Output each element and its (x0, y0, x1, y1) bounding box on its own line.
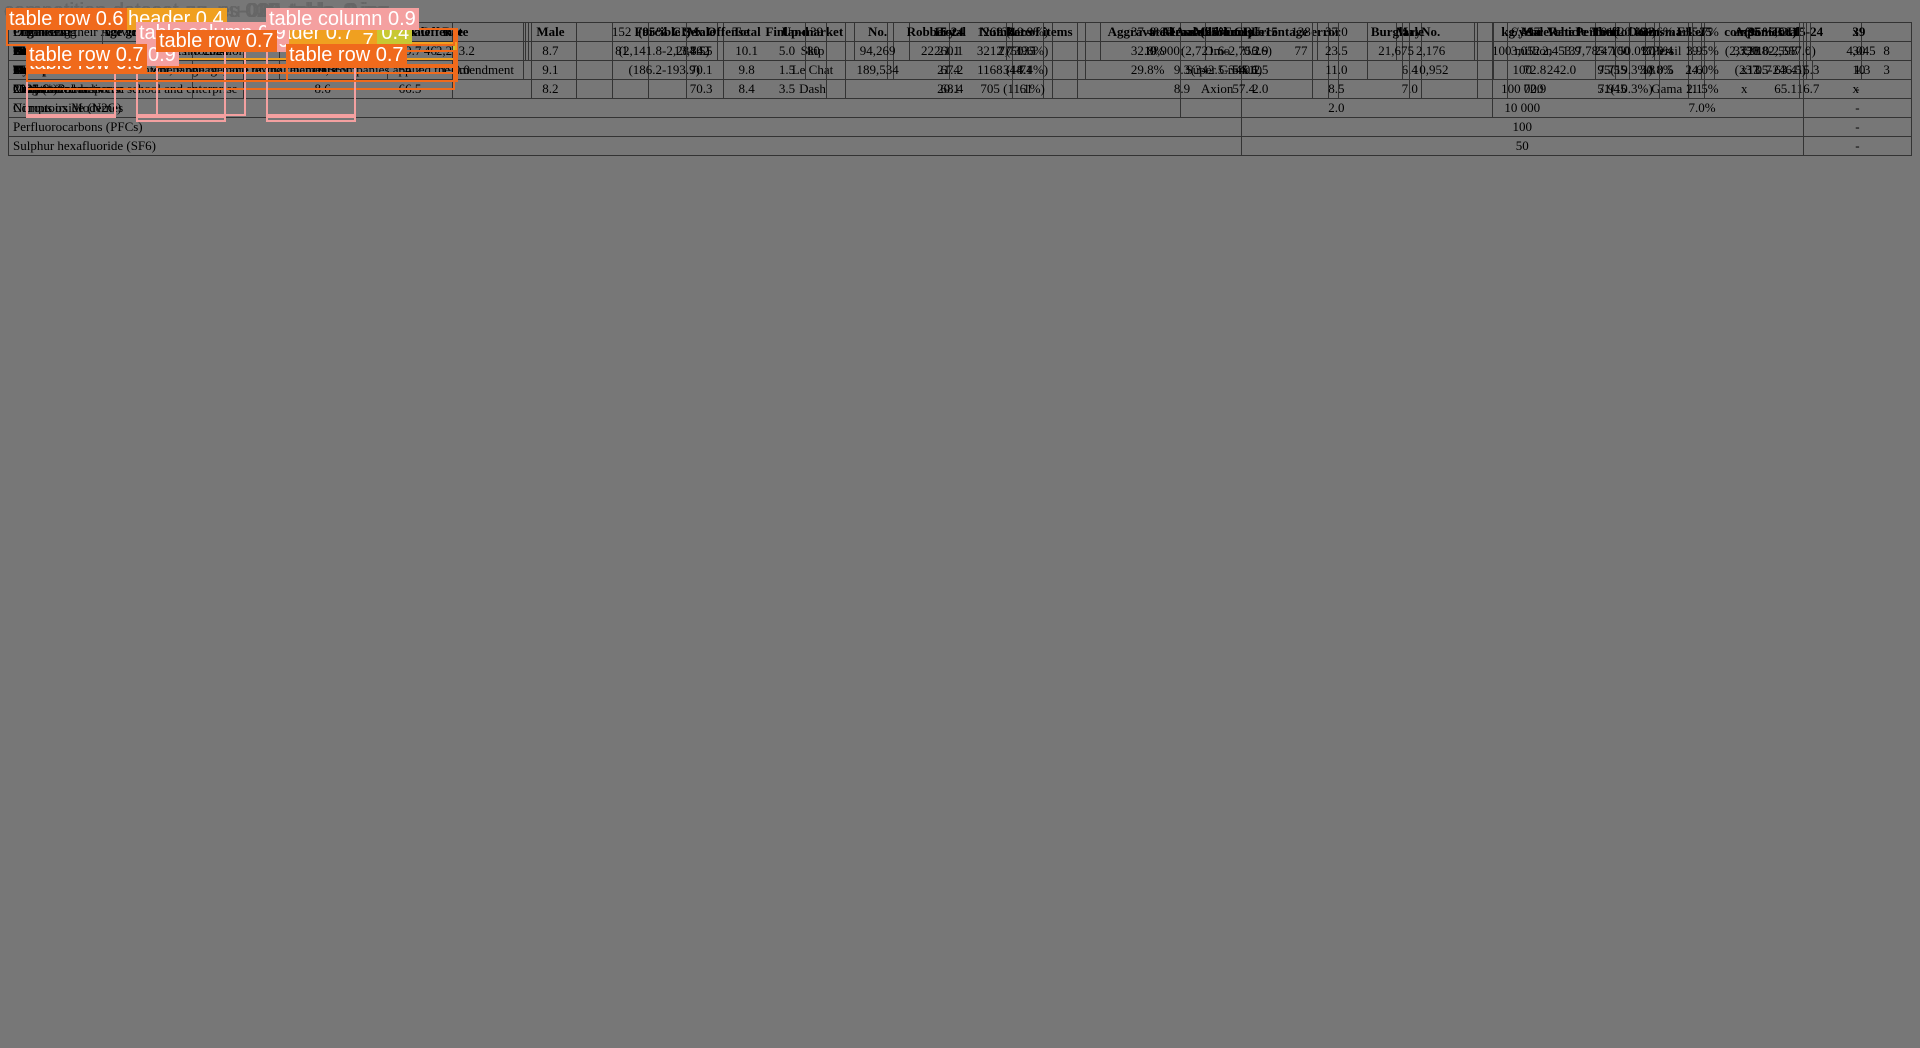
table-cell: 3212 (50.6%) (686, 41, 1340, 61)
table-tile: competition-dataset-eu_eu-018_table_0.jp… (0, 0, 1913, 1016)
table-tile: competition-dataset-eu_eu-016_table_0.jp… (0, 0, 1912, 890)
table-row: Comptoirs Modernes 2.0 7.0% (8, 98, 1912, 118)
table-cell: 95(19.3%) (1338, 60, 1912, 80)
table-row: Sulphur hexafluoride (SF6) 50- (8, 136, 1913, 156)
detection-label: table row 0.7 (286, 44, 407, 66)
table-cell: 100 (1240, 117, 1804, 137)
table-tile: competition-dataset-us_us-011_table_0.jp… (0, 0, 1913, 512)
table-tile: competition-dataset-eu_eu-012_table_0.jp… (0, 0, 1913, 638)
table-cell: 101(20.4%) (1338, 22, 1912, 42)
table-cell: 705 (11.1%) (686, 79, 1340, 99)
table-cell: 247(50.0%) (1338, 41, 1912, 61)
table-cell: 1168 (18.4%) (686, 60, 1340, 80)
page: competition-dataset-eu_eu-007_table_0.jp… (4, 0, 1913, 156)
table-cell: Sulphur hexafluoride (SF6) (8, 136, 1242, 156)
detection-label: table row 0.7 (26, 44, 147, 66)
table-cell: 2.0 (1179, 98, 1494, 118)
table-cell: 51(10.3%) (1338, 79, 1912, 99)
detection-label: table column (266, 8, 386, 30)
table-tile: competition-dataset-eu_eu-013_table_0.jp… (0, 0, 1913, 764)
table-cell: - (1802, 136, 1913, 156)
table-cell: 50 (1240, 136, 1804, 156)
detection-label: table row 0.7 (156, 30, 277, 52)
table-cell: 1269 (19.9%) (686, 22, 1340, 42)
table-cell: 7.0% (1492, 98, 1912, 118)
detection-label: table row 0.6 (6, 8, 127, 30)
table-cell: - (1802, 117, 1913, 137)
table-cell: Comptoirs Modernes (8, 98, 1181, 118)
table-tile: competition-dataset-eu_eu-010_table_0.jp… (0, 0, 1912, 384)
